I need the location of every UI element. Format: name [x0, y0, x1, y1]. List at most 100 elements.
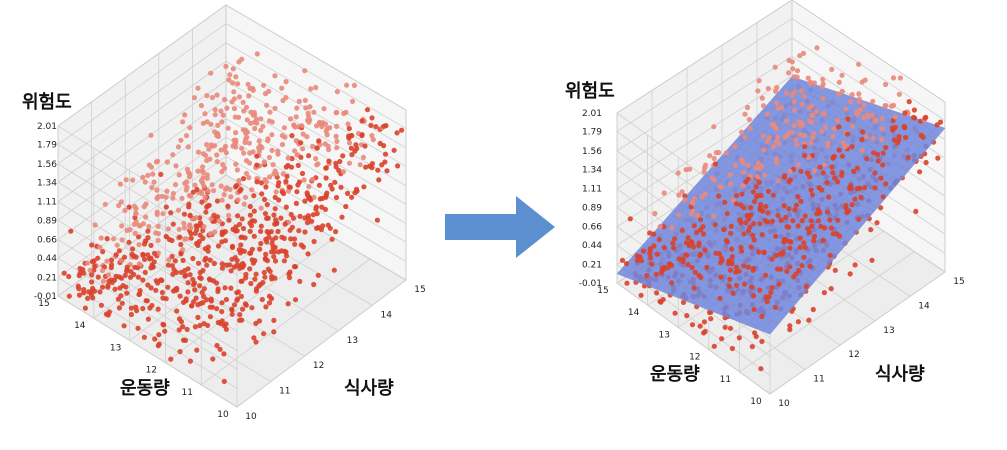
scatter-point: [136, 291, 142, 298]
scatter-point: [791, 122, 797, 129]
x-tick-label: 14: [918, 301, 930, 311]
scatter-point: [728, 230, 734, 236]
scatter-point: [333, 229, 339, 235]
scatter-point: [763, 203, 769, 210]
scatter-point: [250, 87, 256, 93]
scatter-point: [235, 81, 241, 87]
scatter-point: [689, 265, 695, 271]
scatter-point: [117, 181, 123, 187]
scatter-point: [781, 203, 787, 209]
scatter-point: [349, 152, 355, 158]
scatter-point: [766, 294, 772, 300]
scatter-point: [824, 209, 831, 215]
scatter-point: [327, 125, 333, 131]
scatter-point: [862, 77, 868, 83]
scatter-point: [765, 210, 771, 216]
scatter-point: [269, 132, 275, 138]
scatter-point: [149, 302, 155, 309]
scatter-point: [251, 193, 257, 199]
scatter-point: [281, 258, 287, 264]
scatter-point: [822, 162, 828, 168]
scatter-point: [682, 193, 688, 199]
scatter-point: [261, 269, 267, 276]
scatter-point: [190, 189, 196, 195]
scatter-point: [656, 237, 662, 243]
scatter-point: [774, 156, 780, 162]
scatter-point: [769, 285, 775, 291]
scatter-point: [281, 235, 287, 241]
scatter-point: [315, 161, 321, 167]
scatter-point: [675, 170, 681, 176]
scatter-point: [294, 189, 300, 195]
scatter-point: [237, 312, 243, 318]
scatter-point: [727, 172, 734, 178]
z-axis-title-left: 위험도: [22, 91, 72, 113]
scatter-point: [820, 110, 826, 117]
scatter-point: [732, 162, 739, 168]
scatter-point: [340, 169, 346, 175]
scatter-point: [334, 89, 340, 95]
scatter-point: [258, 205, 264, 211]
scatter-point: [647, 230, 653, 236]
scatter-point: [126, 239, 132, 245]
scatter-point: [128, 305, 134, 311]
scatter-point: [707, 153, 713, 159]
scatter-point: [859, 137, 865, 143]
scatter-point: [114, 242, 120, 248]
scatter-point: [704, 264, 710, 270]
scatter-point: [117, 285, 123, 291]
scatter-point: [241, 262, 247, 268]
scatter-point: [746, 116, 752, 123]
scatter-point: [97, 244, 103, 250]
floor-grid-line: [739, 251, 915, 373]
scatter-point: [883, 103, 889, 109]
scatter-point: [751, 237, 757, 243]
scatter-point: [200, 151, 206, 157]
scatter-point: [209, 94, 215, 101]
scatter-point: [758, 366, 764, 372]
scatter-point: [169, 263, 175, 269]
scatter-point: [319, 124, 325, 130]
scatter-point: [215, 243, 222, 249]
scatter-point: [742, 135, 748, 141]
scatter-point: [920, 134, 926, 140]
scatter-point: [309, 176, 316, 183]
scatter-point: [290, 215, 297, 221]
scatter-point: [759, 95, 765, 101]
scatter-point: [788, 239, 794, 245]
scatter-point: [651, 231, 657, 237]
scatter-point: [726, 283, 732, 289]
scatter-point: [894, 140, 901, 146]
scatter-point: [215, 288, 221, 294]
scatter-point: [251, 208, 257, 214]
scatter-point: [249, 305, 255, 311]
scatter-point: [832, 267, 838, 273]
scatter-point: [159, 289, 165, 296]
scatter-point: [237, 221, 243, 227]
wall-grid-line: [57, 257, 238, 370]
scatter-point: [793, 202, 800, 208]
wall-grid-line: [57, 219, 238, 332]
scatter-point: [778, 217, 784, 224]
scatter-point: [213, 280, 220, 286]
scatter-point: [197, 275, 203, 281]
wall-grid-line: [225, 118, 407, 224]
scatter-point: [775, 212, 781, 219]
scatter-point: [119, 300, 125, 306]
scatter-point: [310, 212, 316, 218]
scatter-point: [689, 200, 696, 206]
scatter-point: [338, 184, 344, 190]
scatter-point: [742, 281, 748, 287]
scatter-point: [820, 76, 826, 82]
scatter-point: [100, 249, 106, 255]
scatter-point: [751, 198, 758, 205]
scatter-point: [727, 181, 734, 187]
scatter-point: [903, 134, 909, 141]
scatter-point: [902, 125, 908, 131]
scatter-point: [276, 249, 282, 255]
scatter-point: [97, 289, 103, 295]
scatter-point: [843, 202, 849, 208]
scatter-point: [252, 258, 258, 264]
scatter-point: [902, 110, 908, 116]
scatter-point: [292, 148, 298, 154]
